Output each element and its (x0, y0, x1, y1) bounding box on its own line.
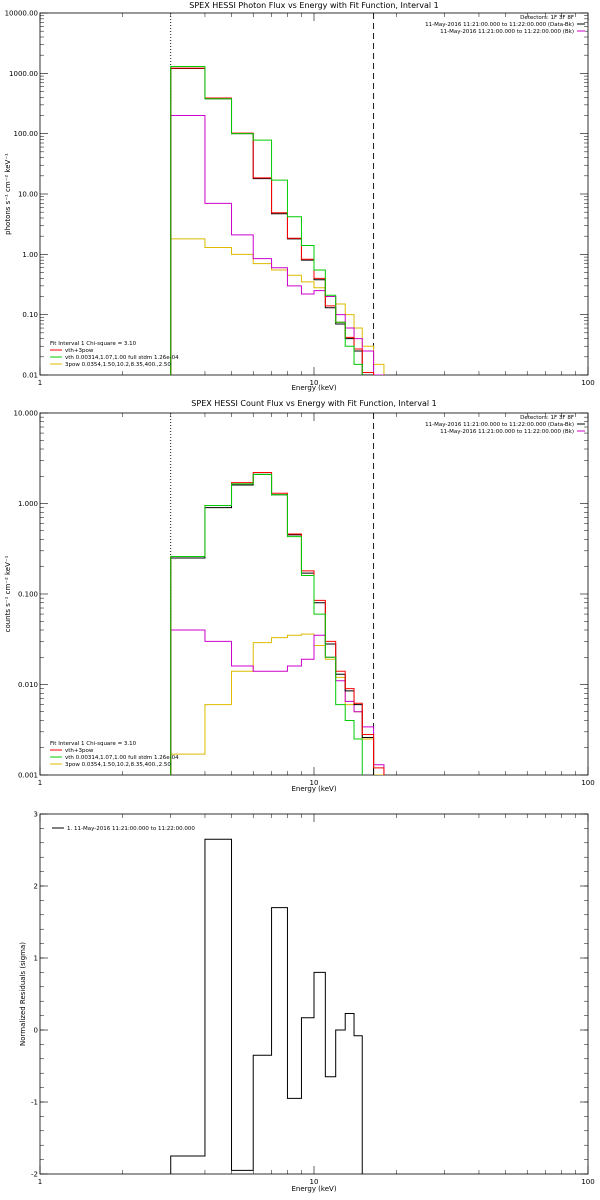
legend-title: Fit Interval 1 Chi-square = 3.10 (50, 341, 137, 347)
series-2-histogram (170, 67, 375, 375)
chart-panel-2: SPEX HESSI Count Flux vs Energy with Fit… (4, 399, 595, 793)
legend-label: vth+3pow (65, 748, 94, 754)
series-1-histogram (170, 838, 363, 1174)
legend-label: 3pow 0.0354,1.50,10.2,8.35,400.,2.50 (65, 762, 171, 768)
header-line-3: 11-May-2016 11:21:00.000 to 11:22:00.000… (440, 429, 574, 435)
series-4-histogram (170, 238, 385, 375)
y-axis-label: Normalized Residuals (sigma) (19, 942, 27, 1046)
y-axis-label: counts s⁻¹ cm⁻² keV⁻¹ (4, 555, 12, 632)
x-tick-label: 100 (581, 1178, 594, 1186)
legend-label: 3pow 0.0354,1.50,10.2,8.35,400.,2.50 (65, 362, 171, 368)
y-tick-label: 0.10 (22, 311, 38, 319)
x-axis-label: Energy (keV) (291, 1185, 336, 1193)
y-tick-label: 0.100 (18, 591, 38, 599)
x-tick-label: 10 (310, 379, 319, 387)
series-2-histogram (170, 472, 385, 775)
y-tick-label: 0.01 (22, 372, 38, 380)
y-tick-label: -1 (31, 1099, 38, 1107)
x-tick-label: 10 (310, 779, 319, 787)
y-tick-label: 3 (34, 811, 38, 819)
y-tick-label: 0.001 (18, 772, 38, 780)
y-tick-label: 10.000 (14, 410, 39, 418)
x-tick-label: 100 (581, 379, 594, 387)
chart-panel-1: SPEX HESSI Photon Flux vs Energy with Fi… (4, 1, 595, 392)
header-line-2: 11-May-2016 11:21:00.000 to 11:22:00.000… (425, 22, 574, 28)
series-1-histogram (170, 473, 375, 775)
series-3-histogram (170, 473, 363, 775)
series-5-histogram (170, 629, 385, 775)
series-5-histogram (170, 115, 385, 375)
series-3-histogram (170, 65, 363, 375)
x-tick-label: 10 (310, 1178, 319, 1186)
header-line-1: Detectors: 1F 3F 8F (520, 415, 574, 421)
y-tick-label: 100.00 (14, 130, 39, 138)
chart-title: SPEX HESSI Photon Flux vs Energy with Fi… (189, 1, 439, 10)
y-tick-label: 2 (34, 883, 38, 891)
series-group (170, 65, 385, 375)
y-tick-label: 1.00 (22, 251, 38, 259)
y-tick-label: 10000.00 (5, 10, 38, 18)
y-tick-label: 10.00 (18, 191, 38, 199)
legend-label: vth+3pow (65, 348, 94, 354)
y-tick-label: 1 (34, 955, 38, 963)
y-tick-label: 0 (34, 1027, 38, 1035)
legend-title: Fit Interval 1 Chi-square = 3.10 (50, 741, 137, 747)
x-axis-label: Energy (keV) (291, 785, 336, 793)
legend-label: vth 0.00314,1.07,1.00 full stdm 1.26e-04 (65, 755, 179, 761)
legend-label: vth 0.00314,1.07,1.00 full stdm 1.26e-04 (65, 355, 179, 361)
series-4-histogram (170, 633, 385, 775)
y-tick-label: 0.010 (18, 681, 38, 689)
x-tick-label: 1 (38, 779, 42, 787)
series-group (170, 472, 385, 775)
y-tick-label: -2 (31, 1171, 38, 1179)
header-line-2: 11-May-2016 11:21:00.000 to 11:22:00.000… (425, 422, 574, 428)
x-tick-label: 1 (38, 379, 42, 387)
x-axis-label: Energy (keV) (291, 384, 336, 392)
y-tick-label: 1.000 (18, 500, 38, 508)
legend-title: 1. 11-May-2016 11:21:00.000 to 11:22:00.… (67, 826, 195, 832)
x-tick-label: 1 (38, 1178, 42, 1186)
chart-title: SPEX HESSI Count Flux vs Energy with Fit… (191, 399, 436, 408)
chart-panel-3: 1 10 100 -2 -1 0 1 2 3 Energy (keV) Normalized Res… (19, 811, 595, 1194)
header-line-3: 11-May-2016 11:21:00.000 to 11:22:00.000… (440, 29, 574, 35)
header-line-1: Detectors: 1F 3F 8F (520, 15, 574, 21)
plot-frame (39, 12, 589, 376)
series-1-histogram (170, 68, 375, 375)
y-tick-label: 1000.00 (9, 70, 38, 78)
series-group (170, 838, 363, 1174)
x-tick-label: 100 (581, 779, 594, 787)
y-axis-label: photons s⁻¹ cm⁻² keV⁻¹ (4, 153, 12, 235)
